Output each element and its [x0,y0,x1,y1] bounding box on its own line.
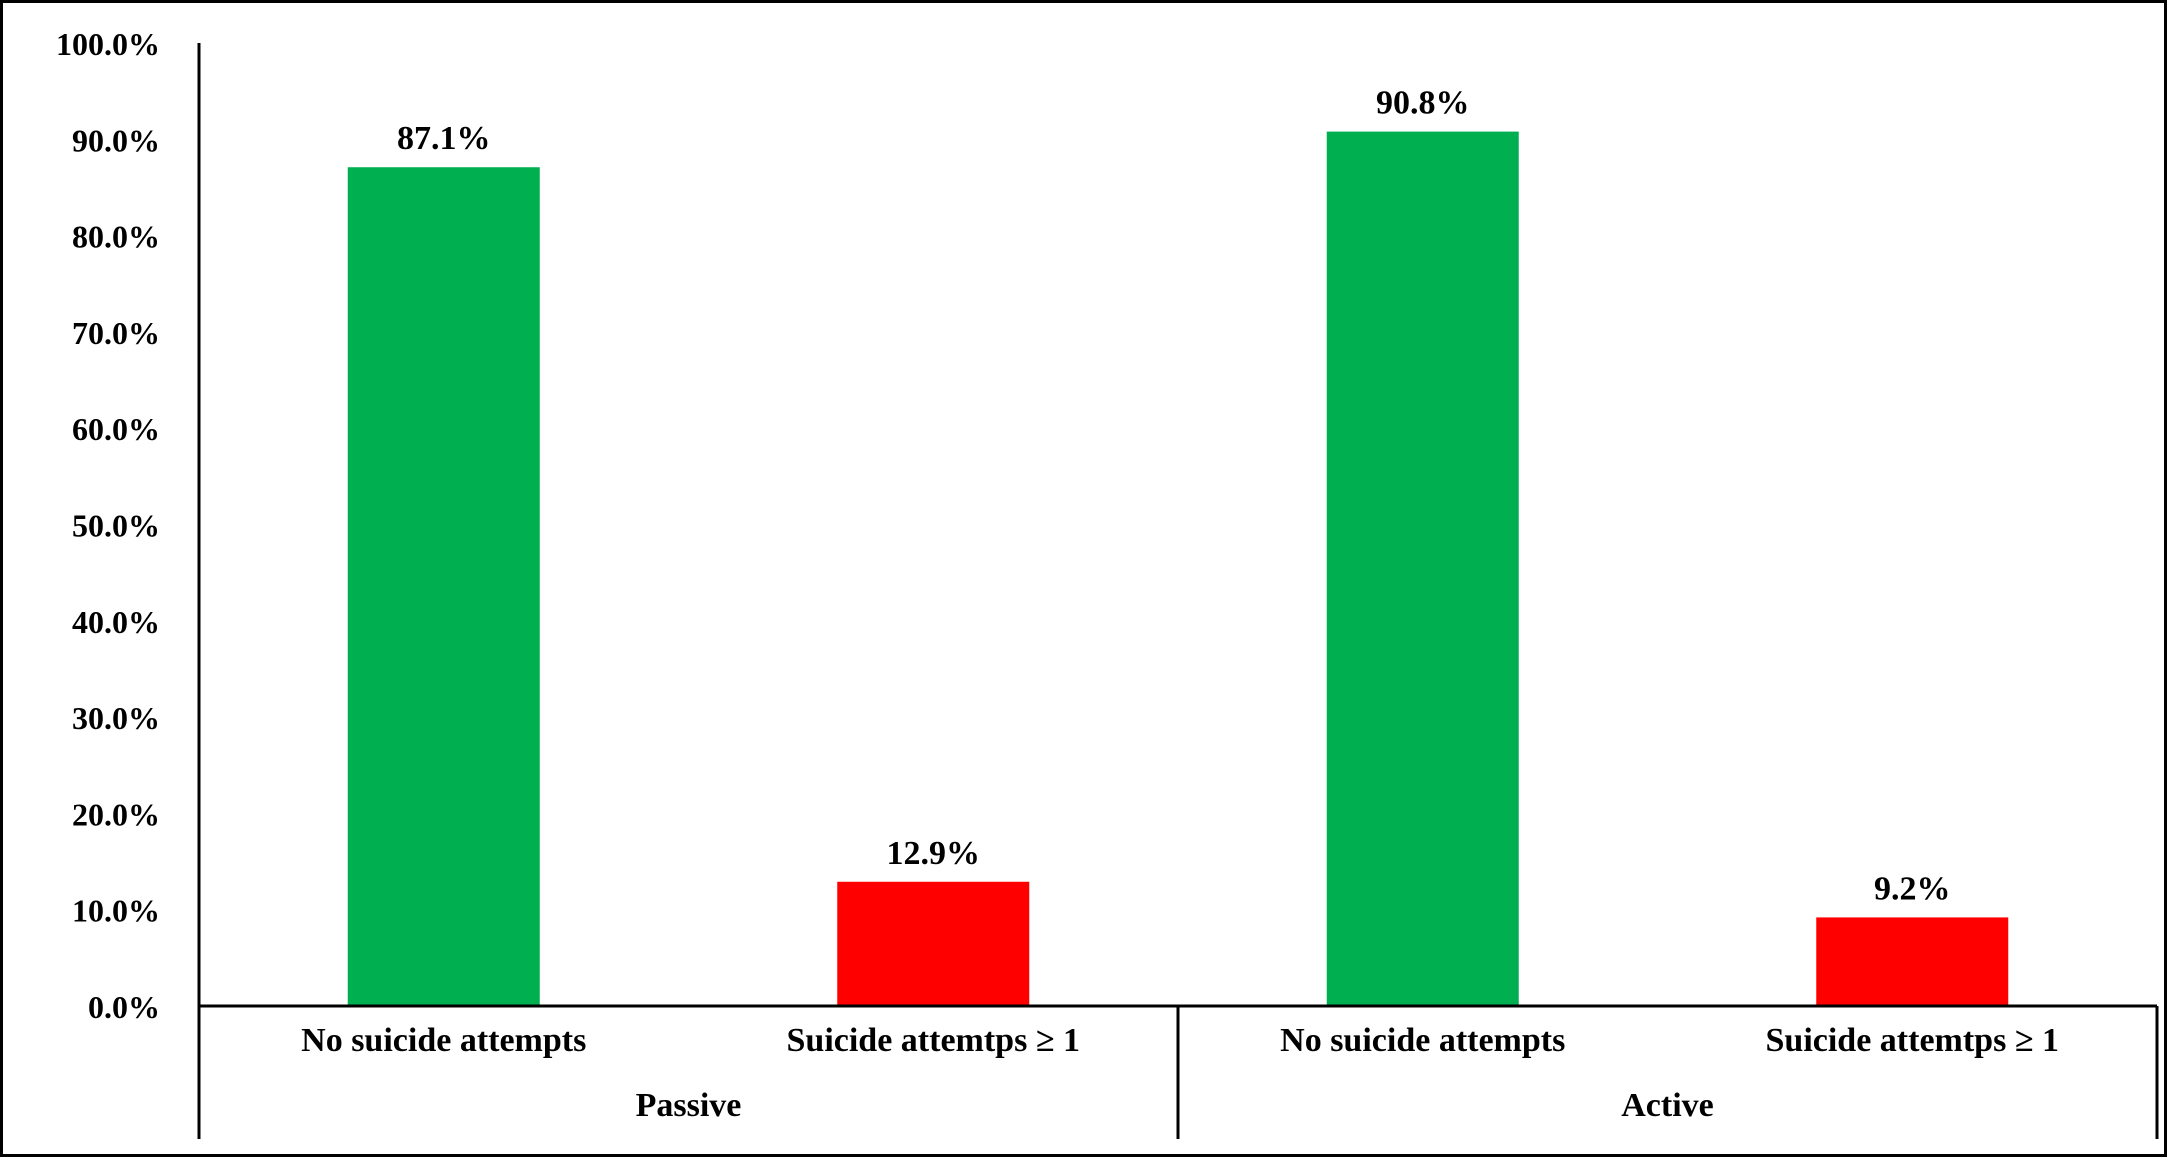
data-label: 90.8% [1376,85,1470,122]
bar-passive-no-attempts [347,167,540,1007]
y-tick-label: 30.0% [72,700,160,736]
data-label: 12.9% [887,835,981,872]
x-category-label: No suicide attempts [301,1022,586,1059]
bars [347,131,2009,1007]
bar-active-no-attempts [1326,131,1519,1006]
bar-chart: 0.0% 10.0% 20.0% 30.0% 40.0% 50.0% 60.0% 70.0% 8… [56,26,2159,1139]
data-label: 87.1% [397,120,491,157]
y-tick-label: 60.0% [72,411,160,447]
y-tick-label: 80.0% [72,219,160,255]
bar-active-attempts [1816,917,2009,1006]
x-category-label: Suicide attemtps ≥ 1 [787,1022,1080,1059]
x-axis-labels: No suicide attempts Suicide attemtps ≥ 1 P… [301,1022,2059,1124]
x-group-label: Active [1621,1087,1714,1124]
axes [197,43,2159,1139]
data-labels: 87.1% 12.9% 90.8% 9.2% [397,85,1951,908]
y-tick-label: 40.0% [72,604,160,640]
y-tick-label: 90.0% [72,122,160,158]
y-tick-label: 20.0% [72,796,160,832]
y-tick-label: 100.0% [56,26,160,62]
data-label: 9.2% [1874,870,1951,907]
x-category-label: Suicide attemtps ≥ 1 [1766,1022,2059,1059]
x-group-label: Passive [636,1087,742,1124]
y-tick-label: 10.0% [72,893,160,929]
y-tick-label: 0.0% [88,989,160,1025]
y-tick-label: 70.0% [72,315,160,351]
y-axis-ticks: 0.0% 10.0% 20.0% 30.0% 40.0% 50.0% 60.0% 70.0% 8… [56,26,160,1025]
x-category-label: No suicide attempts [1280,1022,1565,1059]
y-tick-label: 50.0% [72,508,160,544]
bar-passive-attempts [837,881,1030,1006]
